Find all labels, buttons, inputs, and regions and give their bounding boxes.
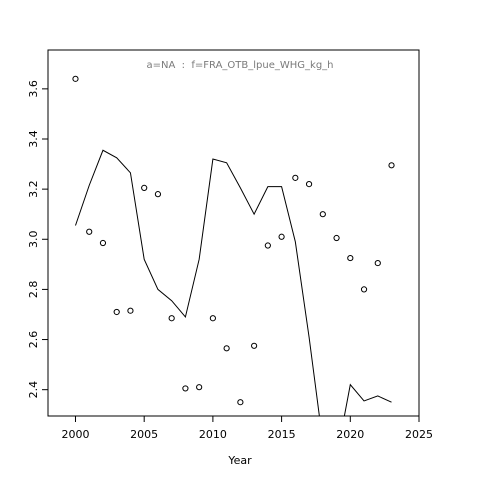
x-tick-label: 2025 — [405, 428, 433, 441]
data-point — [251, 342, 258, 349]
x-tick-label: 2015 — [268, 428, 296, 441]
data-point — [278, 233, 285, 240]
data-point — [99, 239, 107, 247]
x-axis: 2000 2005 2010 2015 2020 2025 — [61, 416, 433, 441]
y-tick-label: 2.6 — [27, 331, 40, 349]
plot-frame — [47, 49, 420, 417]
y-tick-label: 3.0 — [27, 231, 40, 249]
data-point — [319, 211, 326, 218]
data-point — [127, 307, 134, 314]
y-tick-label: 3.2 — [27, 180, 40, 198]
data-point — [113, 308, 120, 316]
data-point — [388, 162, 395, 169]
data-point — [264, 242, 271, 249]
data-point — [292, 174, 299, 181]
y-tick-label: 3.6 — [27, 80, 40, 98]
chart-subtitle: a=NA : f=FRA_OTB_lpue_WHG_kg_h — [146, 60, 333, 71]
data-point — [141, 184, 148, 191]
data-point — [72, 75, 79, 82]
y-tick-label: 2.4 — [27, 381, 40, 399]
x-tick-label: 2020 — [336, 428, 364, 441]
data-point — [182, 385, 189, 392]
y-tick-label: 3.4 — [27, 130, 40, 148]
data-point — [154, 191, 162, 198]
data-point — [196, 384, 203, 391]
data-point — [374, 259, 381, 267]
data-point — [360, 286, 368, 293]
data-point — [86, 228, 93, 235]
chart-marks — [72, 75, 395, 416]
y-tick-label: 2.8 — [27, 281, 40, 299]
data-point — [305, 181, 313, 188]
y-axis: 2.4 2.6 2.8 3.0 3.2 3.4 3.6 — [27, 80, 48, 398]
data-point — [347, 254, 354, 262]
x-axis-title: Year — [227, 454, 252, 467]
x-tick-label: 2000 — [61, 428, 89, 441]
data-point — [333, 234, 340, 242]
data-point — [209, 315, 216, 322]
data-point — [223, 345, 230, 352]
data-point — [168, 315, 175, 322]
series-line — [75, 149, 392, 416]
x-tick-label: 2005 — [130, 428, 158, 441]
data-point — [237, 399, 244, 406]
x-tick-label: 2010 — [199, 428, 227, 441]
